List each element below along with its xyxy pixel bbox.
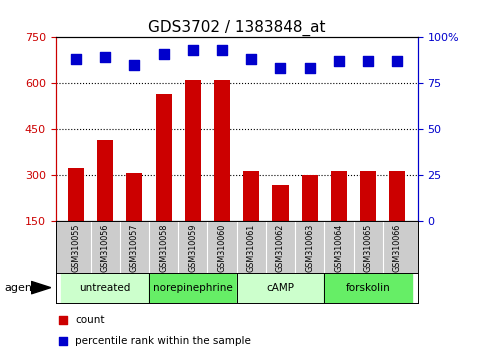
Text: count: count (75, 315, 105, 325)
Bar (389, 171, 405, 221)
Bar (97, 140, 113, 221)
Text: cAMP: cAMP (267, 282, 295, 293)
Point (394, 58, 401, 64)
Point (160, 51, 168, 57)
Bar (360, 171, 376, 221)
Text: GSM310066: GSM310066 (393, 224, 402, 272)
Text: percentile rank within the sample: percentile rank within the sample (75, 336, 251, 346)
Text: GSM310056: GSM310056 (101, 224, 110, 272)
Text: GSM310064: GSM310064 (334, 224, 343, 272)
Bar (237, 273, 324, 303)
Point (218, 47, 226, 53)
Point (335, 58, 343, 64)
Point (189, 47, 197, 53)
Text: GSM310055: GSM310055 (71, 224, 81, 272)
Point (277, 65, 284, 71)
Bar (302, 175, 318, 221)
Point (72, 56, 80, 62)
Polygon shape (31, 281, 51, 294)
Bar (272, 185, 288, 221)
Text: GSM310059: GSM310059 (188, 224, 198, 272)
Text: forskolin: forskolin (346, 282, 391, 293)
Text: GSM310057: GSM310057 (130, 224, 139, 272)
Bar (156, 94, 171, 221)
Point (364, 58, 372, 64)
Title: GDS3702 / 1383848_at: GDS3702 / 1383848_at (148, 19, 326, 36)
Text: GSM310062: GSM310062 (276, 224, 285, 272)
Bar (149, 273, 237, 303)
Point (247, 56, 255, 62)
Text: GSM310060: GSM310060 (217, 224, 227, 272)
Bar (214, 80, 230, 221)
Bar (68, 167, 84, 221)
Bar (243, 171, 259, 221)
Text: untreated: untreated (80, 282, 131, 293)
Text: norepinephrine: norepinephrine (153, 282, 233, 293)
Text: GSM310061: GSM310061 (247, 224, 256, 272)
Text: agent: agent (5, 282, 37, 293)
Point (59, 317, 67, 322)
Point (101, 55, 109, 60)
Text: GSM310063: GSM310063 (305, 224, 314, 272)
Bar (324, 273, 412, 303)
Bar (127, 173, 142, 221)
Bar (185, 80, 201, 221)
Point (59, 338, 67, 343)
Bar (331, 171, 347, 221)
Text: GSM310058: GSM310058 (159, 224, 168, 272)
Point (306, 65, 313, 71)
Point (130, 62, 138, 68)
Text: GSM310065: GSM310065 (364, 224, 372, 272)
Bar (61, 273, 149, 303)
